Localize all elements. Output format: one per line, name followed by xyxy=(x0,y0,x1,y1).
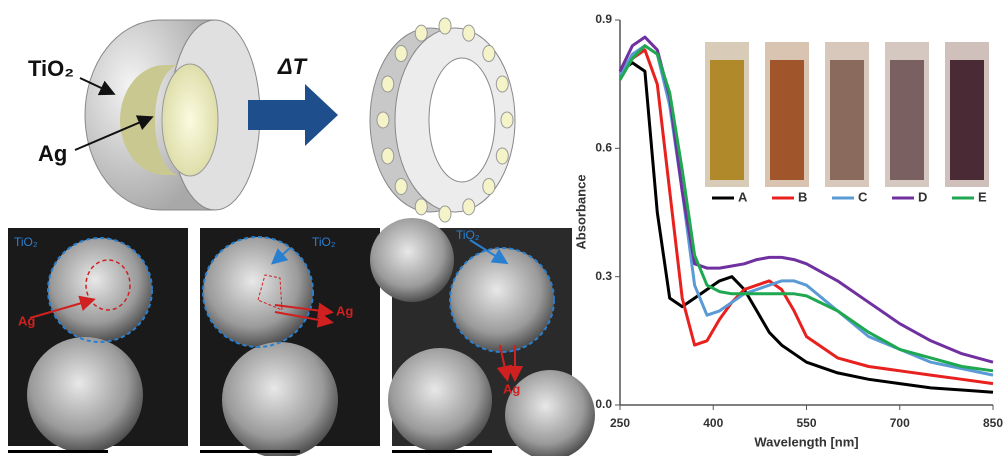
legend-label: B xyxy=(798,189,807,204)
nanoparticle xyxy=(439,206,451,222)
shell-label: TiO₂ xyxy=(456,228,480,242)
micrograph xyxy=(200,228,380,456)
nanoparticle xyxy=(415,199,427,215)
nanoparticle xyxy=(483,46,495,62)
nanoparticle xyxy=(501,112,513,128)
hollow-ring xyxy=(370,18,515,222)
micrograph xyxy=(370,218,595,456)
legend-label: A xyxy=(738,189,748,204)
legend-label: D xyxy=(918,189,927,204)
nanoparticle xyxy=(395,46,407,62)
x-tick-label: 400 xyxy=(703,416,723,430)
nanoparticle xyxy=(377,112,389,128)
y-axis-label: Absorbance xyxy=(573,174,588,249)
nanoparticle xyxy=(382,148,394,164)
x-tick-label: 250 xyxy=(610,416,630,430)
core-label: Ag xyxy=(18,313,35,328)
x-tick-label: 550 xyxy=(796,416,816,430)
nanoparticle xyxy=(463,199,475,215)
core-shell-particle xyxy=(85,20,260,210)
y-tick-label: 0.6 xyxy=(595,141,612,155)
process-arrow xyxy=(248,84,338,146)
x-tick-label: 700 xyxy=(890,416,910,430)
shell-label: TiO₂ xyxy=(14,235,38,249)
shell-label: TiO₂ xyxy=(28,56,74,81)
x-tick-label: 850 xyxy=(983,416,1003,430)
nanoparticle xyxy=(496,148,508,164)
y-tick-label: 0.3 xyxy=(595,269,612,283)
figure: TiO₂ Ag ΔT TiO₂ Ag TiO₂ Ag xyxy=(0,0,1005,456)
micrograph xyxy=(8,228,188,453)
nanoparticle xyxy=(382,76,394,92)
arrow-label: ΔT xyxy=(277,54,308,79)
vial-photo xyxy=(705,42,989,187)
y-tick-label: 0.0 xyxy=(595,397,612,411)
x-axis-label: Wavelength [nm] xyxy=(754,434,858,449)
shell-label: TiO₂ xyxy=(312,235,336,249)
core-label: Ag xyxy=(336,303,353,318)
nanoparticle xyxy=(463,25,475,41)
legend-label: C xyxy=(858,189,868,204)
core-label: Ag xyxy=(503,381,520,396)
page: {"schematic": {"shell_label": "TiO₂", "c… xyxy=(0,0,1005,456)
nanoparticle xyxy=(496,76,508,92)
core-label: Ag xyxy=(38,141,67,166)
nanoparticle xyxy=(415,25,427,41)
nanoparticle xyxy=(439,18,451,34)
y-tick-label: 0.9 xyxy=(595,12,612,26)
legend-label: E xyxy=(978,189,987,204)
nanoparticle xyxy=(395,178,407,194)
nanoparticle xyxy=(483,178,495,194)
